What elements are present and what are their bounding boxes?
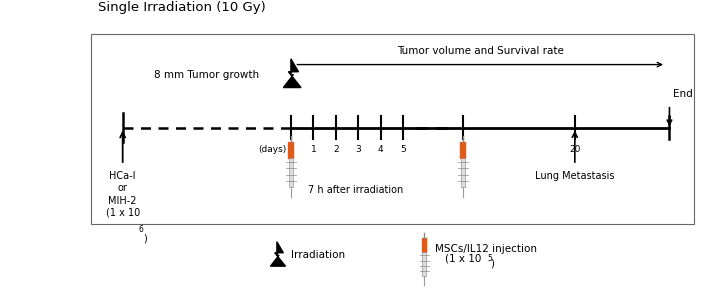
Text: 3: 3 [355, 145, 361, 154]
Text: 7: 7 [460, 145, 465, 154]
Text: MSCs/IL12 injection: MSCs/IL12 injection [435, 244, 537, 254]
Text: 7 h after irradiation: 7 h after irradiation [308, 185, 404, 195]
Text: ): ) [143, 234, 147, 244]
Text: 6: 6 [138, 225, 143, 234]
Text: 5: 5 [487, 254, 492, 263]
Bar [289, 158, 293, 187]
Text: 4: 4 [378, 145, 383, 154]
Bar [289, 142, 293, 158]
Text: HCa-I
or
MIH-2
(1 x 10: HCa-I or MIH-2 (1 x 10 [106, 171, 139, 218]
Bar [422, 238, 426, 252]
Text: Irradiation: Irradiation [291, 251, 345, 260]
FancyBboxPatch shape [91, 34, 694, 224]
Text: (1 x 10: (1 x 10 [445, 254, 482, 264]
Text: 2: 2 [333, 145, 339, 154]
Text: Single Irradiation (10 Gy): Single Irradiation (10 Gy) [98, 1, 266, 14]
Bar [461, 158, 465, 187]
Text: 0: 0 [288, 145, 294, 154]
Polygon shape [271, 242, 285, 266]
Text: ): ) [491, 258, 495, 268]
Bar [461, 142, 465, 158]
Text: Tumor volume and Survival rate: Tumor volume and Survival rate [397, 46, 564, 56]
Text: (days): (days) [258, 145, 286, 154]
Text: Lung Metastasis: Lung Metastasis [535, 171, 615, 181]
Text: 5: 5 [400, 145, 406, 154]
Text: 20: 20 [569, 145, 580, 154]
Text: End: End [673, 89, 693, 99]
Text: 8 mm Tumor growth: 8 mm Tumor growth [154, 70, 259, 80]
Text: 1: 1 [311, 145, 316, 154]
Bar [422, 252, 426, 276]
Polygon shape [283, 59, 301, 88]
